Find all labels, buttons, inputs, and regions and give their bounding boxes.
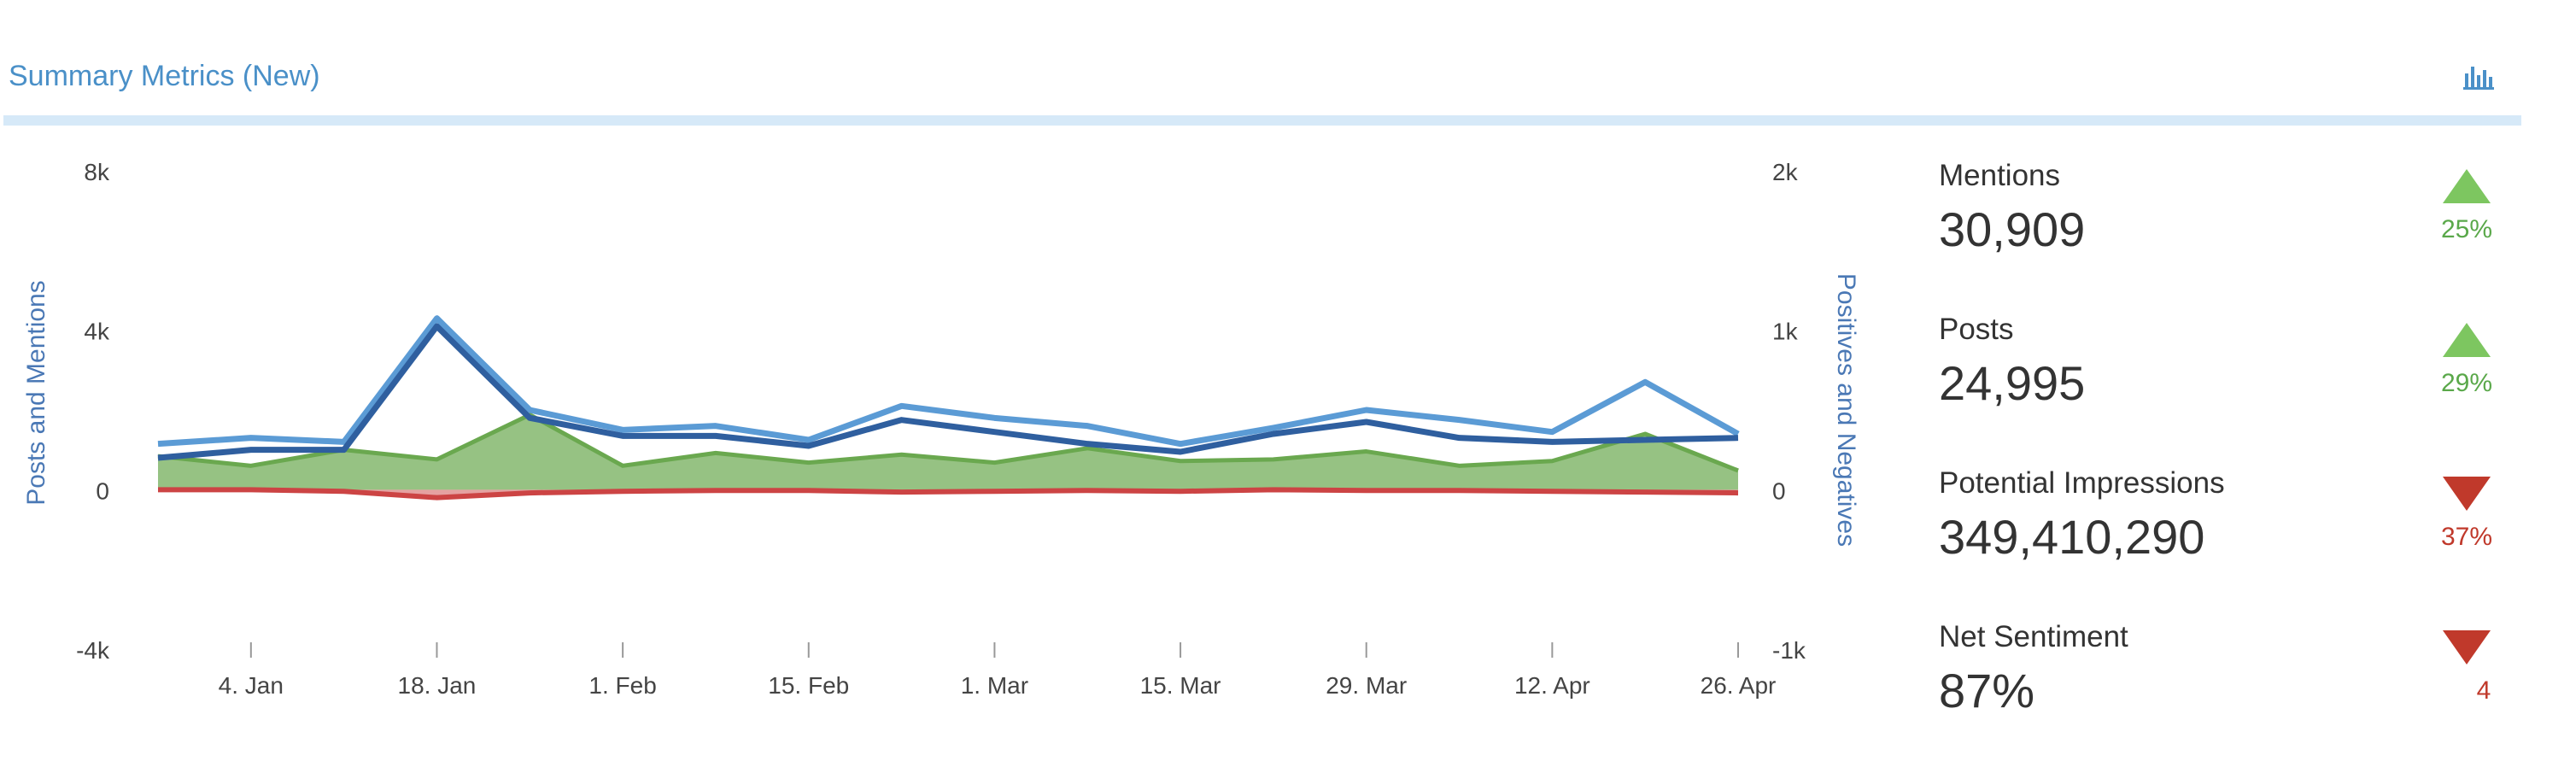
y-tick-label: 4k xyxy=(84,319,110,345)
y-axis-label: Posts and Mentions xyxy=(22,280,50,505)
metric-potential-impressions: Potential Impressions 349,410,290 37% xyxy=(1939,461,2520,606)
y-tick-label: 8k xyxy=(84,159,110,185)
metric-change: 25% xyxy=(2440,215,2493,243)
metric-value: 24,995 xyxy=(1939,356,2086,410)
x-tick-label: 29. Mar xyxy=(1326,672,1407,699)
x-tick-label: 1. Feb xyxy=(588,672,656,699)
metric-mentions: Mentions 30,909 25% xyxy=(1939,154,2520,299)
panel-header: Summary Metrics (New) xyxy=(0,0,2521,128)
y-right-tick-label: 2k xyxy=(1772,159,1799,185)
metric-value: 87% xyxy=(1939,664,2035,717)
bar-chart-icon[interactable] xyxy=(2460,61,2497,92)
metric-posts: Posts 24,995 29% xyxy=(1939,307,2520,453)
y-right-tick-label: 1k xyxy=(1772,319,1799,345)
arrow-up-icon xyxy=(2443,169,2491,203)
y-right-tick-label: -1k xyxy=(1772,637,1806,664)
metric-change: 29% xyxy=(2440,369,2493,397)
y-tick-label: 0 xyxy=(96,477,109,504)
positives-line xyxy=(157,413,1739,473)
metric-label: Posts xyxy=(1939,313,2014,346)
negatives-line xyxy=(158,487,1739,501)
x-tick-label: 1. Mar xyxy=(961,672,1028,699)
metric-value: 30,909 xyxy=(1939,202,2086,256)
metric-label: Mentions xyxy=(1939,159,2061,192)
x-tick-label: 4. Jan xyxy=(219,672,284,699)
summary-line-chart: 8k 4k 0 -4k 2k 1k 0 -1k Posts and Mentions Positi… xyxy=(22,159,1860,699)
x-tick-label: 26. Apr xyxy=(1701,672,1777,699)
y-tick-label: -4k xyxy=(76,637,110,664)
y-right-axis-label: Positives and Negatives xyxy=(1832,273,1860,547)
x-tick-label: 15. Feb xyxy=(768,672,849,699)
metrics-panel: Mentions 30,909 25% Posts 24,995 29% Pot… xyxy=(1939,154,2520,752)
y-right-tick-label: 0 xyxy=(1772,477,1786,504)
x-tick-label: 18. Jan xyxy=(398,672,477,699)
positives-area xyxy=(158,414,1738,490)
posts-line xyxy=(157,323,1739,461)
header-divider xyxy=(3,115,2521,126)
metric-change: 4 xyxy=(2476,676,2491,705)
x-tick-label: 15. Mar xyxy=(1140,672,1221,699)
metric-net-sentiment: Net Sentiment 87% 4 xyxy=(1939,615,2520,760)
x-tick-label: 12. Apr xyxy=(1514,672,1590,699)
arrow-down-icon xyxy=(2443,477,2491,511)
metric-label: Potential Impressions xyxy=(1939,466,2225,500)
mentions-line xyxy=(157,315,1740,448)
arrow-up-icon xyxy=(2443,323,2491,357)
panel-title: Summary Metrics (New) xyxy=(9,60,320,92)
arrow-down-icon xyxy=(2443,630,2491,665)
metric-label: Net Sentiment xyxy=(1939,620,2128,653)
metric-change: 37% xyxy=(2440,523,2493,551)
metric-value: 349,410,290 xyxy=(1939,510,2205,564)
